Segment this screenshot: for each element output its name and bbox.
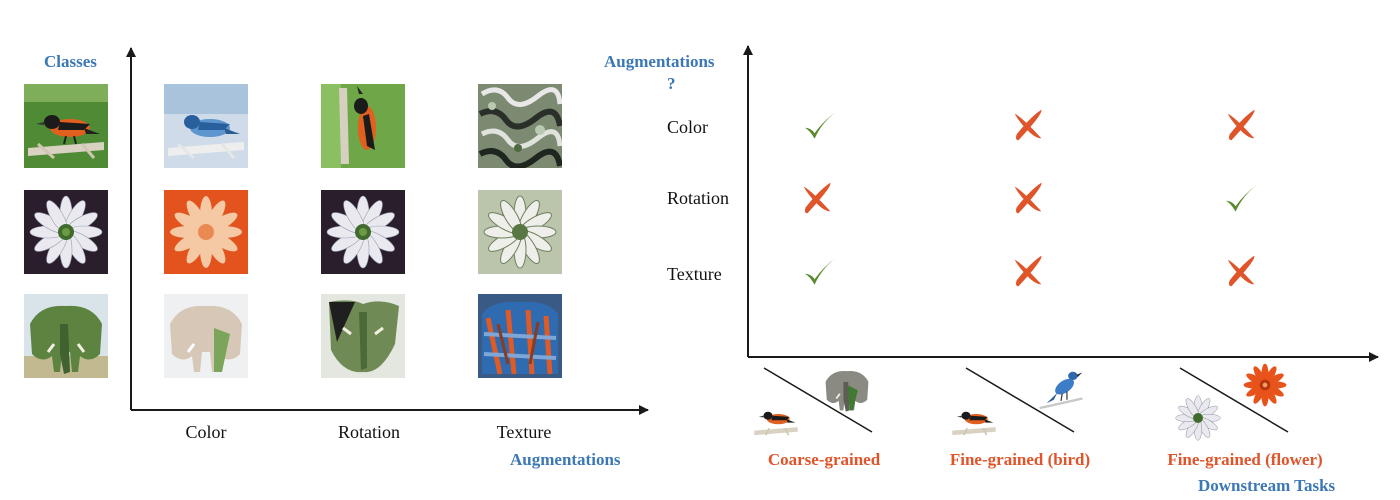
right-row-label-color: Color	[667, 117, 708, 137]
bird-rotation-image	[321, 84, 405, 168]
cross-mark-icon	[803, 182, 831, 214]
right-y-axis-title: Augmentations	[604, 52, 715, 71]
elephant-texture-image	[478, 294, 562, 378]
task-fine-grained-flower: Fine-grained (flower)	[1167, 363, 1323, 469]
orange-daisy-icon	[1243, 363, 1287, 407]
cross-mark-icon	[1227, 109, 1255, 141]
diagonal-divider	[965, 367, 1075, 433]
check-mark-icon	[804, 111, 837, 139]
diagonal-divider	[763, 367, 873, 433]
right-panel: Augmentations ? Downstream Tasks Color R…	[604, 45, 1379, 495]
daisy-rotation-image	[321, 190, 405, 274]
task-label-fine-grained-bird: Fine-grained (bird)	[950, 450, 1090, 469]
elephant-image	[24, 294, 108, 378]
check-mark-icon	[804, 257, 837, 285]
left-y-axis-title: Classes	[44, 52, 97, 71]
task-coarse-grained: Coarse-grained	[753, 367, 881, 469]
cross-mark-icon	[1227, 255, 1255, 287]
diagonal-divider	[1179, 367, 1289, 433]
cross-mark-icon	[1014, 255, 1042, 287]
elephant-icon	[824, 370, 870, 413]
right-y-axis-title-question: ?	[667, 74, 676, 93]
left-column-label-color: Color	[185, 422, 226, 442]
blue-bird-icon	[1038, 370, 1084, 410]
right-row-label-rotation: Rotation	[667, 188, 729, 208]
task-fine-grained-bird: Fine-grained (bird)	[950, 367, 1090, 469]
bird-image	[24, 84, 108, 168]
bird-icon	[753, 410, 799, 436]
check-mark-icon	[1225, 184, 1258, 212]
elephant-color-image	[164, 294, 248, 378]
right-row-label-texture: Texture	[667, 264, 722, 284]
bird-color-image	[164, 84, 248, 168]
task-label-coarse-grained: Coarse-grained	[768, 450, 881, 469]
left-x-axis-title: Augmentations	[510, 450, 621, 469]
cross-mark-icon	[1014, 182, 1042, 214]
left-column-label-rotation: Rotation	[338, 422, 400, 442]
bird-icon	[951, 410, 997, 436]
daisy-texture-image	[478, 190, 562, 274]
daisy-color-image	[164, 190, 248, 274]
task-label-fine-grained-flower: Fine-grained (flower)	[1167, 450, 1322, 469]
left-column-label-texture: Texture	[497, 422, 552, 442]
right-x-axis-title: Downstream Tasks	[1198, 476, 1336, 495]
cross-mark-icon	[1014, 109, 1042, 141]
daisy-image	[24, 190, 108, 274]
bird-texture-image	[478, 84, 562, 168]
elephant-rotation-image	[321, 294, 405, 378]
left-panel: Classes Augmentations Color Rotation Tex…	[24, 47, 649, 469]
daisy-icon	[1175, 395, 1221, 441]
